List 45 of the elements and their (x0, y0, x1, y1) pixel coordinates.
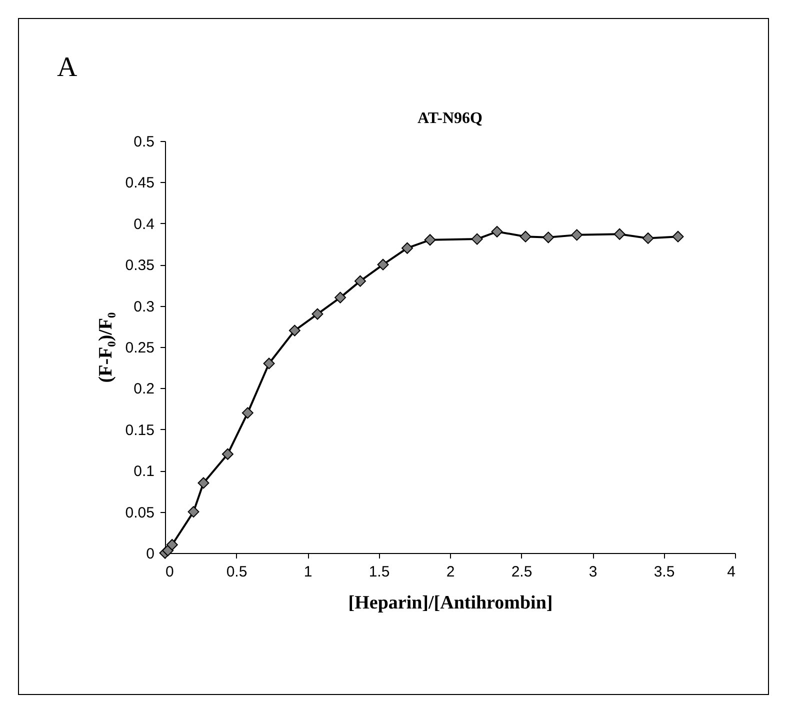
point (672, 230, 684, 242)
point (520, 230, 532, 242)
x-tick-label: 0 (166, 564, 174, 580)
point (312, 308, 324, 320)
point (242, 407, 254, 419)
point (198, 477, 210, 489)
point (188, 506, 200, 518)
x-tick-label: 4 (727, 564, 736, 580)
x-tick-label: 2.5 (511, 564, 532, 580)
x-tick-label: 1.5 (368, 564, 390, 580)
y-tick-label: 0.1 (134, 463, 154, 480)
point (642, 232, 654, 244)
y-tick-label: 0.4 (134, 216, 154, 233)
x-tick-label: 3 (588, 564, 598, 580)
x-axis-title: [Heparin]/[Antihrombin] (348, 592, 553, 614)
chart-title: AT-N96Q (418, 110, 482, 127)
y-tick-label: 0.3 (134, 298, 154, 316)
point (354, 275, 366, 287)
y-tick-label: 0.45 (125, 174, 154, 192)
text: A (57, 52, 78, 84)
x-tick-label: 0.5 (226, 564, 248, 580)
y-axis-title: (F-F₀)/F₀ (95, 312, 116, 383)
point (571, 229, 583, 241)
x-tick-label: 2 (446, 564, 455, 580)
x-tick-label: 3.5 (654, 564, 675, 580)
y-tick-label: 0 (146, 546, 154, 562)
y-tick-label: 0.5 (134, 134, 154, 150)
y-tick-label: 0.05 (125, 504, 154, 522)
point (614, 228, 626, 240)
y-tick-label: 0.35 (125, 257, 154, 274)
point (288, 324, 300, 336)
point (424, 234, 436, 246)
point (222, 448, 234, 460)
x-tick-label: 1 (304, 564, 312, 580)
y-tick-label: 0.2 (134, 380, 154, 398)
y-tick-label: 0.15 (125, 422, 154, 439)
point (491, 226, 503, 238)
point (334, 292, 346, 304)
point (542, 232, 554, 244)
y-tick-label: 0.25 (125, 340, 154, 356)
point (166, 539, 178, 551)
point (263, 358, 275, 370)
point (377, 258, 389, 270)
point (402, 242, 413, 254)
point (471, 233, 483, 245)
